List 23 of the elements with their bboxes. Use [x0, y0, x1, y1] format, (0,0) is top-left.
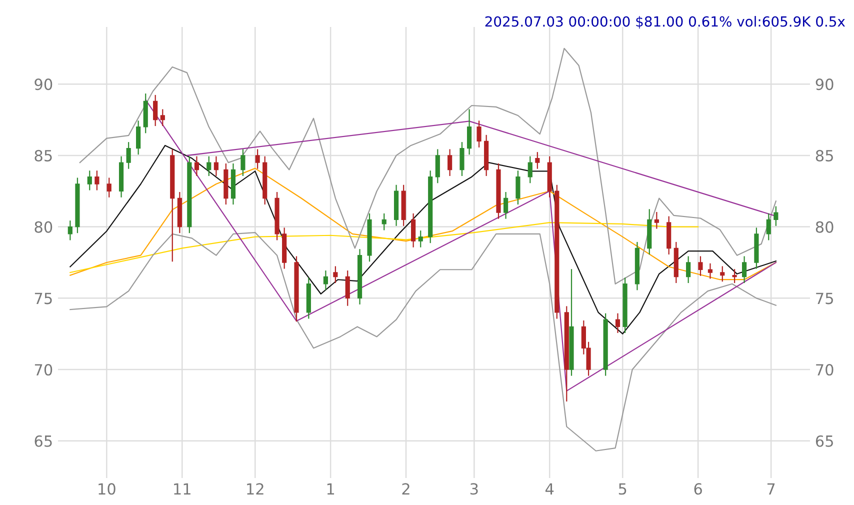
y2-tick-label: 65: [816, 435, 833, 447]
y-tick-label: 65: [34, 435, 52, 447]
y2-tick-label: 85: [816, 150, 833, 162]
x-tick-label: 4: [545, 483, 554, 494]
x-tick-label: 10: [98, 483, 116, 495]
x-tick-label: 1: [327, 483, 334, 494]
y2-tick-label: 80: [816, 221, 834, 233]
x-tick-label: 5: [618, 483, 626, 495]
x-tick-label: 7: [767, 483, 775, 494]
x-tick-label: 12: [247, 483, 264, 494]
y-tick-label: 80: [34, 221, 52, 233]
y-tick-label: 90: [34, 78, 52, 90]
y-tick-label: 85: [34, 150, 52, 162]
x-tick-label: 11: [174, 483, 190, 494]
y-tick-label: 70: [34, 364, 52, 376]
chart-title: 2025.07.03 00:00:00 $81.00 0.61% vol:605.9K 0.5x: [485, 16, 846, 29]
y-tick-label: 75: [34, 292, 52, 304]
x-tick-label: 6: [694, 483, 702, 495]
y2-tick-label: 75: [816, 292, 833, 304]
y2-tick-label: 90: [816, 78, 834, 90]
y2-tick-label: 70: [816, 364, 834, 376]
x-tick-label: 3: [470, 483, 478, 495]
x-tick-label: 2: [402, 483, 410, 494]
